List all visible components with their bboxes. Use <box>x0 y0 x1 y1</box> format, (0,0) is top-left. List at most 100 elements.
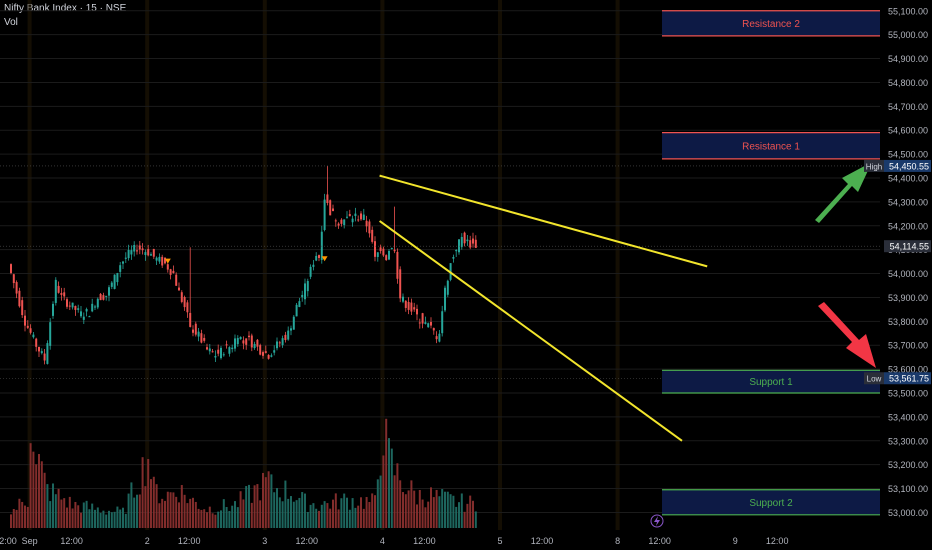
candle-body <box>10 264 12 273</box>
candle-body <box>236 338 239 345</box>
candle-body <box>323 199 326 230</box>
volume-bar <box>12 508 15 528</box>
candle-body <box>472 238 474 244</box>
candle-body <box>183 297 186 308</box>
volume-bar <box>256 484 259 528</box>
volume-bar <box>105 514 108 528</box>
candle-body <box>239 336 242 340</box>
candle-body <box>32 334 35 338</box>
volume-bar <box>52 483 54 528</box>
time-tick-label: 12:00 <box>766 536 789 546</box>
candle-body <box>77 308 80 310</box>
candle-body <box>463 232 466 244</box>
volume-bar <box>267 471 270 528</box>
candle-body <box>242 340 245 344</box>
candle-body <box>262 352 264 356</box>
candle-body <box>348 214 351 217</box>
volume-bar <box>203 509 206 528</box>
volume-bar <box>245 486 248 528</box>
volume-indicator-label[interactable]: Vol <box>4 17 18 28</box>
candle-body <box>418 322 421 324</box>
volume-bar <box>318 510 320 528</box>
price-tick-label: 54,900.00 <box>888 54 928 64</box>
chart-title: Nifty Bank Index · 15 · NSE <box>4 3 127 14</box>
candle-body <box>458 239 460 253</box>
volume-bar <box>49 501 52 528</box>
price-tick-label: 54,400.00 <box>888 174 928 184</box>
volume-bar <box>379 475 382 528</box>
candle-body <box>245 338 248 345</box>
volume-bar <box>155 484 158 528</box>
replay-bolt-icon[interactable] <box>650 514 664 528</box>
volume-bar <box>396 463 399 528</box>
candle-body <box>365 220 368 227</box>
volume-bar <box>206 512 208 528</box>
candle-body <box>175 274 178 286</box>
zone-label: Support 1 <box>749 377 793 388</box>
session-separator <box>380 0 385 530</box>
candle-body <box>452 257 455 259</box>
volume-bar <box>474 511 477 528</box>
volume-bar <box>337 509 340 528</box>
volume-bar <box>287 498 290 528</box>
volume-bar <box>259 500 262 528</box>
candle-body <box>110 282 113 287</box>
candle-body <box>326 194 329 204</box>
time-tick-label: 4 <box>380 536 385 546</box>
candle-body <box>74 305 77 310</box>
volume-bar <box>306 511 309 528</box>
volume-bar <box>228 511 231 528</box>
candle-body <box>133 244 136 252</box>
candle-body <box>21 300 24 316</box>
candle-body <box>60 293 63 295</box>
candle-body <box>315 255 318 261</box>
volume-bar <box>362 508 365 528</box>
candle-body <box>169 269 172 275</box>
price-tick-label: 53,300.00 <box>888 436 928 446</box>
volume-bar <box>88 509 91 528</box>
candle-body <box>444 287 446 311</box>
signal-marker <box>321 256 328 262</box>
candle-body <box>318 255 320 258</box>
volume-bar <box>119 509 122 528</box>
volume-bar <box>136 494 138 528</box>
candle-body <box>161 256 164 266</box>
time-tick-label: 12:00 <box>178 536 201 546</box>
candle-body <box>337 223 340 226</box>
candle-body <box>220 347 222 359</box>
volume-bar <box>393 475 396 528</box>
price-tick-label: 54,000.00 <box>888 269 928 279</box>
volume-bar <box>346 497 348 528</box>
candle-body <box>24 315 26 326</box>
volume-bar <box>77 505 80 528</box>
candle-body <box>57 285 60 293</box>
candle-body <box>155 257 158 261</box>
candle-body <box>66 299 68 307</box>
candle-body <box>281 338 284 346</box>
candle-body <box>343 219 346 226</box>
volume-bar <box>214 514 217 528</box>
price-level-tag: 54,114.55 <box>884 240 931 253</box>
candle-body <box>332 208 334 212</box>
candle-body <box>105 295 108 297</box>
price-tick-label: 53,000.00 <box>888 508 928 518</box>
volume-bar <box>220 510 222 528</box>
volume-bar <box>35 464 38 528</box>
price-tick-label: 53,800.00 <box>888 317 928 327</box>
candle-body <box>96 298 99 308</box>
volume-bar <box>424 507 427 528</box>
candle-body <box>144 252 147 256</box>
volume-bar <box>418 489 421 528</box>
time-tick-label: 5 <box>497 536 502 546</box>
candle-body <box>329 200 332 216</box>
time-tick-label: 12:00 <box>413 536 436 546</box>
volume-bar <box>57 488 60 528</box>
candle-body <box>203 337 206 341</box>
volume-bar <box>404 494 407 528</box>
session-separator <box>262 0 267 530</box>
candle-body <box>172 270 175 274</box>
volume-bar <box>91 503 94 528</box>
volume-bar <box>164 500 166 528</box>
volume-bar <box>130 482 133 528</box>
